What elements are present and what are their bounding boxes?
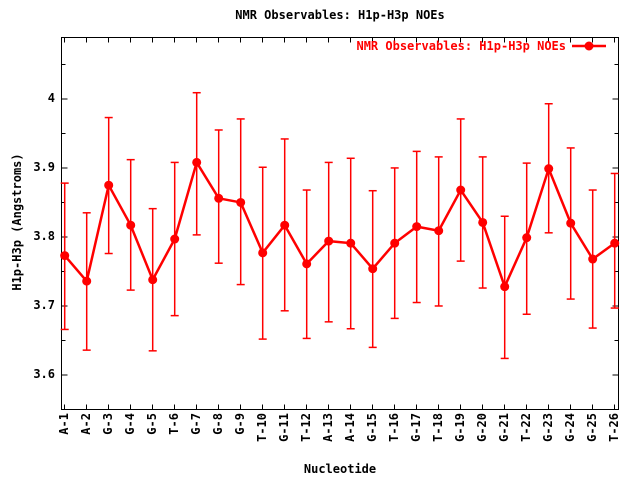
x-tick-label: G-15 <box>364 413 379 442</box>
x-tick-label: G-3 <box>100 413 115 435</box>
x-tick-label: T-18 <box>430 413 445 442</box>
data-point <box>412 222 422 232</box>
x-tick-label: A-14 <box>342 413 357 442</box>
x-tick-label: T-6 <box>166 413 181 435</box>
plot-border <box>61 37 619 410</box>
data-point <box>170 234 180 244</box>
x-tick-label: G-23 <box>540 413 555 442</box>
x-tick-label: A-13 <box>320 413 335 442</box>
data-point <box>478 217 488 227</box>
data-point <box>390 238 400 248</box>
data-point <box>280 220 290 230</box>
x-tick-label: G-4 <box>122 413 137 435</box>
x-tick-label: T-22 <box>518 413 533 442</box>
x-tick-label: G-24 <box>562 413 577 442</box>
legend-sample-point <box>584 41 594 51</box>
legend-label: NMR Observables: H1p-H3p NOEs <box>356 39 566 53</box>
data-point <box>258 248 268 258</box>
data-point <box>126 220 136 230</box>
data-point <box>346 238 356 248</box>
chart-title: NMR Observables: H1p-H3p NOEs <box>235 8 445 22</box>
data-point <box>82 276 92 286</box>
x-tick-label: G-17 <box>408 413 423 442</box>
data-point <box>214 193 224 203</box>
x-tick-label: T-26 <box>606 413 621 442</box>
data-point <box>148 275 158 285</box>
data-point <box>500 282 510 292</box>
x-tick-label: G-8 <box>210 413 225 435</box>
data-point <box>368 264 378 274</box>
x-tick-label: G-20 <box>474 413 489 442</box>
x-tick-label: G-21 <box>496 413 511 442</box>
data-point <box>192 157 202 167</box>
data-point <box>434 226 444 236</box>
x-tick-label: A-1 <box>56 413 71 435</box>
x-tick-label: G-19 <box>452 413 467 442</box>
data-point <box>324 236 334 246</box>
data-point <box>456 185 466 195</box>
data-point <box>302 259 312 269</box>
legend-sample-marker-icon <box>572 41 606 51</box>
x-tick-label: G-11 <box>276 413 291 442</box>
data-point <box>236 197 246 207</box>
data-point <box>104 180 114 190</box>
data-point <box>522 233 532 243</box>
x-tick-label: G-25 <box>584 413 599 442</box>
data-point <box>610 238 620 248</box>
data-point <box>566 218 576 228</box>
x-tick-label: A-2 <box>78 413 93 435</box>
x-tick-label: T-16 <box>386 413 401 442</box>
y-tick-label: 3.8 <box>33 229 55 244</box>
series-line <box>63 159 616 291</box>
x-tick-label: T-12 <box>298 413 313 442</box>
data-point <box>544 164 554 174</box>
x-tick-label: G-9 <box>232 413 247 435</box>
data-point <box>60 251 70 261</box>
x-tick-label: T-10 <box>254 413 269 442</box>
y-tick-label: 3.9 <box>33 160 55 175</box>
x-tick-label: G-5 <box>144 413 159 435</box>
x-axis-label: Nucleotide <box>303 462 377 476</box>
y-tick-label: 3.7 <box>33 298 55 313</box>
x-tick-label: G-7 <box>188 413 203 435</box>
legend: NMR Observables: H1p-H3p NOEs <box>356 39 608 53</box>
y-tick-label: 3.6 <box>33 367 55 382</box>
y-tick-label: 4 <box>47 91 55 106</box>
data-point <box>588 254 598 264</box>
